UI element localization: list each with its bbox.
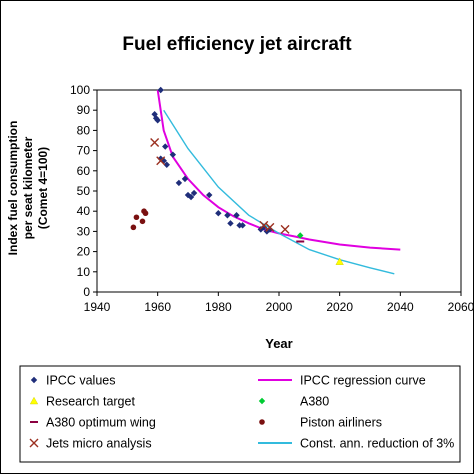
y-tick-label: 50 [77, 184, 91, 198]
data-point [163, 161, 170, 168]
data-point [184, 191, 192, 199]
data-point [265, 222, 275, 232]
y-axis-label: Index fuel consumption per seat kilomete… [6, 121, 50, 256]
series-1 [335, 257, 344, 265]
series-7 [163, 109, 395, 275]
legend: IPCC values Research target A380 optimum w… [29, 374, 454, 451]
legend-label: Piston airliners [300, 416, 382, 430]
y-tick-label: 100 [70, 83, 90, 97]
legend-item: Const. ann. reduction of 3% [258, 437, 454, 451]
data-point [139, 218, 146, 225]
data-point [233, 212, 240, 219]
data-point [215, 210, 222, 217]
legend-swatch [258, 397, 266, 405]
legend-label: Const. ann. reduction of 3% [300, 437, 454, 451]
legend-swatch [29, 438, 39, 448]
series-4 [156, 89, 401, 251]
x-tick-label: 2040 [387, 300, 414, 314]
series-line [163, 109, 395, 275]
data-point [335, 257, 344, 265]
legend-label: IPCC regression curve [300, 374, 426, 388]
series-layer [130, 86, 401, 275]
data-point [266, 226, 274, 233]
data-point [260, 224, 268, 231]
legend-label: A380 [300, 395, 329, 409]
data-point [259, 220, 269, 230]
y-tick-label: 80 [77, 123, 91, 137]
legend-item: Research target [29, 395, 135, 409]
data-point [190, 189, 198, 197]
y-axis-label-line-3: (Comet 4=100) [36, 147, 50, 229]
legend-box [19, 365, 461, 463]
legend-label: A380 optimum wing [46, 416, 156, 430]
legend-label: Jets micro analysis [46, 437, 152, 451]
data-point [133, 214, 140, 221]
x-tick-label: 2020 [326, 300, 353, 314]
legend-item: IPCC values [30, 374, 115, 388]
y-tick-label: 70 [77, 144, 91, 158]
legend-item: IPCC regression curve [258, 374, 426, 388]
legend-label: Research target [46, 395, 135, 409]
y-tick-label: 40 [77, 204, 91, 218]
data-point [280, 224, 290, 234]
x-tick-label: 2060 [448, 300, 474, 314]
x-tick-label: 1980 [205, 300, 232, 314]
data-point [239, 222, 246, 229]
y-axis-label-line-2: per seat kilometer [21, 136, 35, 239]
legend-swatch [29, 396, 39, 405]
data-point [152, 115, 160, 122]
y-tick-label: 90 [77, 103, 91, 117]
series-0 [151, 86, 274, 235]
data-point [151, 111, 158, 118]
y-axis-ticks: 0 10 20 30 40 50 60 70 80 90 100 [70, 83, 97, 299]
series-line [156, 89, 401, 251]
y-tick-label: 60 [77, 164, 91, 178]
data-point [150, 138, 160, 148]
data-point [156, 156, 166, 166]
data-point [175, 179, 183, 187]
data-point [157, 86, 164, 94]
legend-swatch [259, 419, 265, 425]
x-tick-label: 1940 [84, 300, 111, 314]
series-6 [130, 208, 149, 231]
y-tick-label: 30 [77, 224, 91, 238]
data-point [224, 212, 231, 219]
legend-item: A380 [258, 395, 329, 409]
chart-title: Fuel efficiency jet aircraft [122, 34, 352, 55]
y-axis-label-line-1: Index fuel consumption [6, 121, 20, 256]
legend-label: IPCC values [46, 374, 115, 388]
y-tick-label: 20 [77, 245, 91, 259]
data-point [187, 193, 195, 201]
data-point [154, 117, 161, 124]
data-point [142, 210, 149, 217]
data-point [227, 220, 234, 227]
x-axis-ticks: 1940 1960 1980 2000 2020 2040 2060 [84, 292, 474, 314]
y-tick-label: 10 [77, 265, 91, 279]
legend-item: A380 optimum wing [30, 416, 156, 430]
y-tick-label: 0 [83, 285, 90, 299]
data-point [162, 143, 169, 150]
legend-item: Jets micro analysis [29, 437, 152, 451]
legend-item: Piston airliners [259, 416, 382, 430]
x-tick-label: 2000 [266, 300, 293, 314]
series-3 [150, 138, 290, 234]
series-5 [297, 232, 304, 239]
data-point [297, 232, 304, 239]
legend-swatch [30, 376, 38, 384]
x-tick-label: 1960 [144, 300, 171, 314]
data-point [169, 151, 177, 158]
data-point [206, 191, 213, 199]
data-point [130, 224, 137, 231]
x-axis-label: Year [265, 336, 292, 351]
data-point [181, 175, 189, 183]
